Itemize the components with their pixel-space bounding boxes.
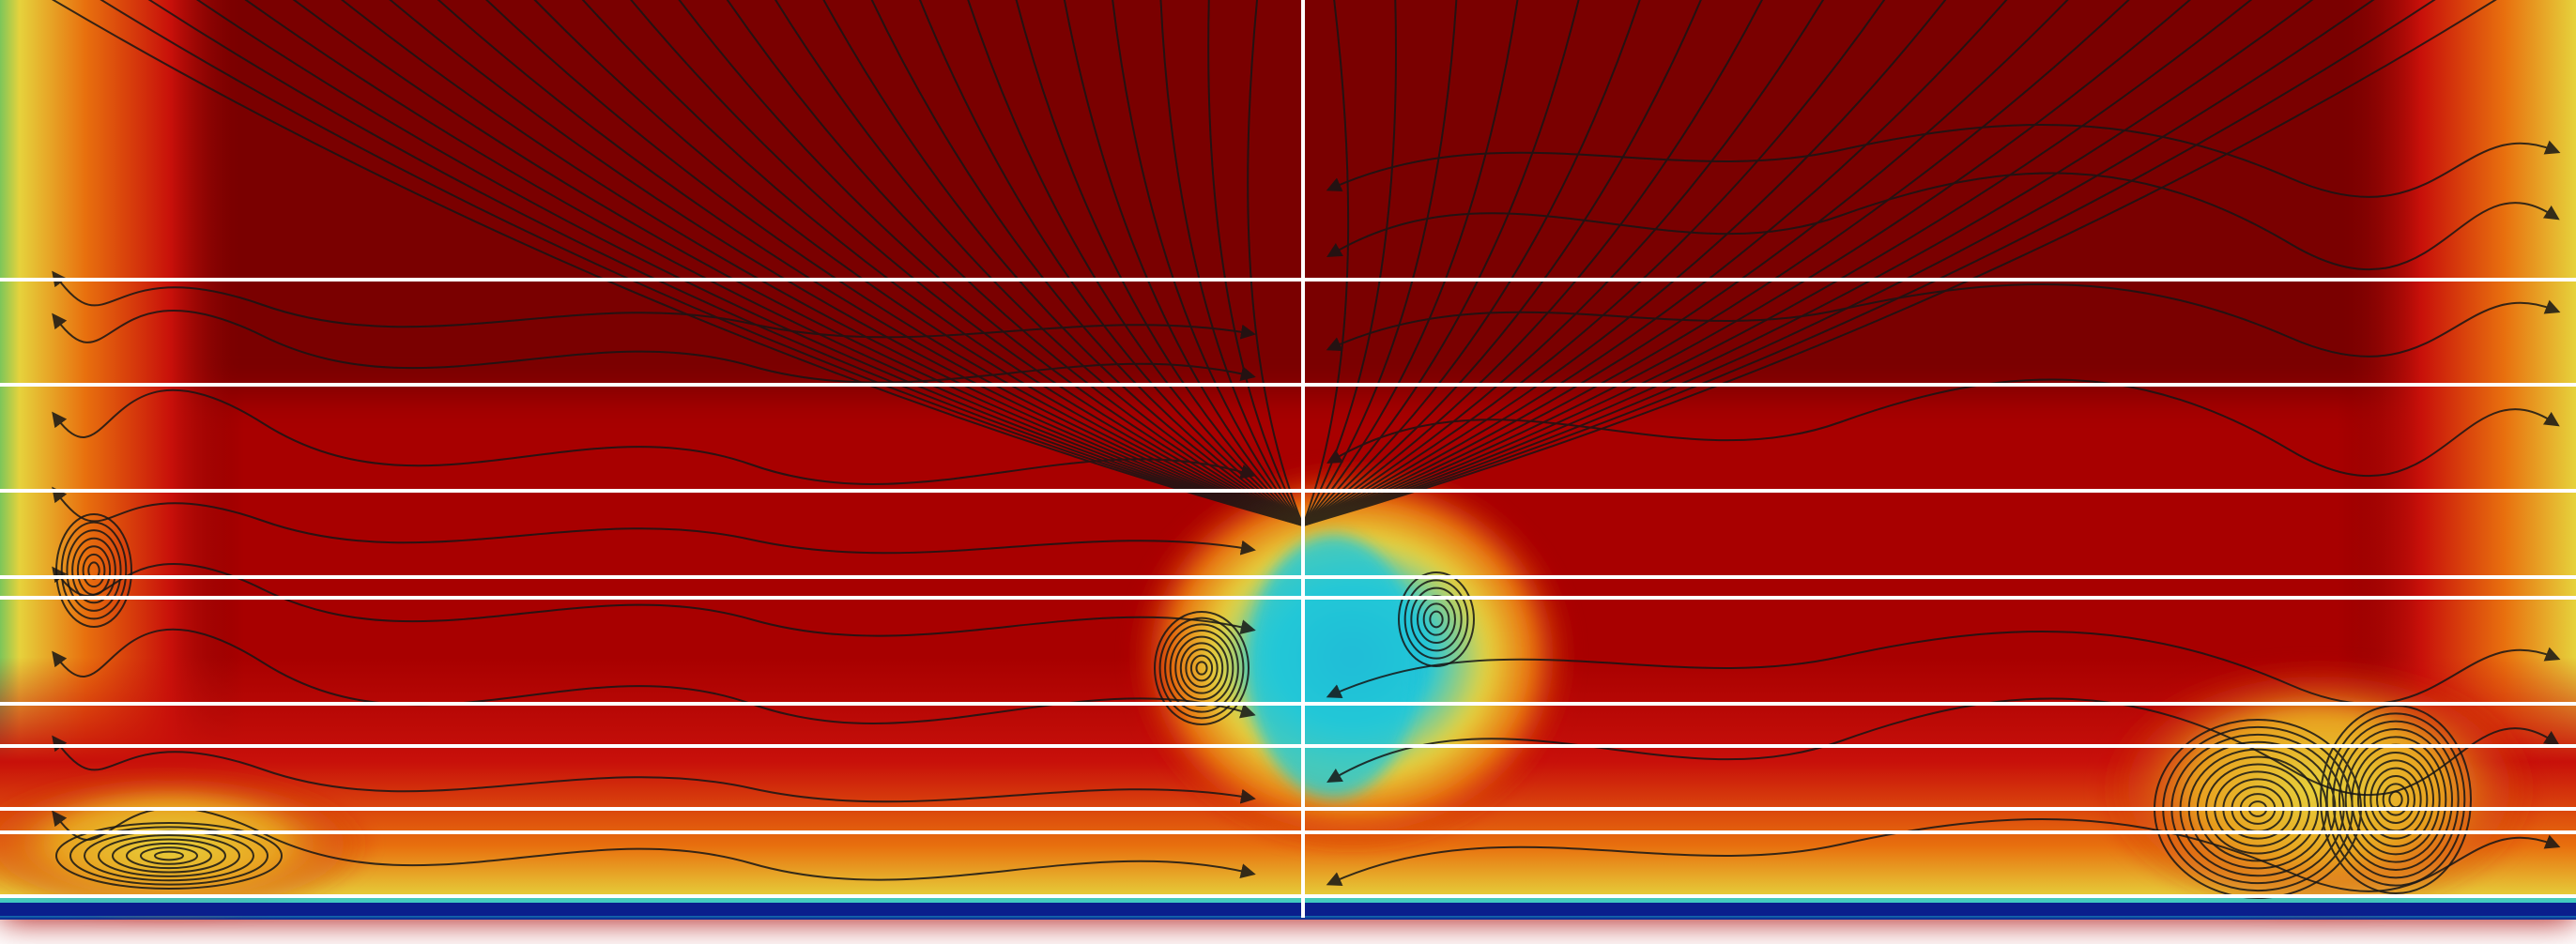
streamline: [1302, 0, 1763, 526]
left-wall-vortex-ring: [66, 529, 122, 612]
bottom-right-vortex-b-ring: [2376, 775, 2415, 824]
bottom-right-vortex-b-ring: [2382, 783, 2410, 816]
bottom-right-vortex-b-ring: [2357, 752, 2434, 847]
streamline: [1302, 0, 2008, 526]
bottom-right-vortex-b-ring: [2325, 712, 2466, 887]
streamline: [1326, 172, 2560, 271]
streamline: [1302, 0, 2314, 526]
left-wall-vortex-ring: [60, 521, 128, 620]
bottom-left-vortex-ring: [126, 842, 212, 870]
left-wall-vortex-ring: [71, 537, 116, 604]
streamline: [1302, 0, 1641, 526]
streamline: [1302, 0, 1458, 526]
streamline: [1302, 0, 1350, 526]
streamline: [52, 486, 1256, 556]
streamline: [1302, 0, 1519, 526]
streamline: [1302, 0, 2069, 526]
bottom-left-vortex-ring: [154, 850, 184, 861]
streamline: [52, 309, 1256, 384]
center-left-vortex-ring: [1154, 611, 1250, 725]
streamline: [1302, 0, 1947, 526]
center-right-vortex-ring: [1422, 602, 1450, 636]
streamline: [1326, 123, 2561, 198]
bottom-left-vortex-ring: [98, 834, 240, 877]
streamline: [52, 628, 1256, 724]
streamlines: [51, 0, 2561, 892]
streamline: [1302, 0, 2191, 526]
center-left-vortex-ring: [1164, 623, 1239, 713]
streamline: [52, 735, 1256, 804]
streamline: [1302, 0, 2375, 526]
bottom-right-vortex-b-ring: [2344, 736, 2447, 863]
bottom-right-vortex-b-ring: [2363, 759, 2429, 840]
streamline: [1302, 0, 2253, 526]
streamline: [1302, 0, 2130, 526]
center-right-vortex-ring: [1398, 571, 1475, 667]
left-wall-vortex-ring: [76, 545, 112, 596]
field-bottom-wall: [0, 903, 2576, 916]
streamline: [1302, 0, 2436, 526]
center-left-vortex-ring: [1174, 635, 1229, 701]
center-right-vortex-ring: [1403, 579, 1469, 660]
streamline: [1326, 378, 2560, 478]
center-left-vortex-ring: [1179, 642, 1224, 694]
bottom-right-vortex-b-ring: [2338, 728, 2453, 871]
streamline: [1302, 0, 1397, 526]
streamline: [52, 562, 1256, 637]
center-left-vortex-ring: [1158, 617, 1245, 720]
bottom-left-vortex-ring: [112, 838, 226, 874]
streamline: [1302, 0, 1886, 526]
left-wall-vortex-ring: [82, 553, 106, 588]
field-bottom-wall-highlight: [0, 895, 2576, 903]
streamline: [1326, 630, 2561, 705]
bottom-left-vortex-ring: [55, 822, 283, 890]
streamline: [52, 806, 1256, 881]
streamline: [1302, 0, 1580, 526]
left-wall-vortex-ring: [55, 513, 132, 628]
center-right-vortex-ring: [1410, 586, 1463, 652]
center-right-vortex-ring: [1429, 610, 1444, 629]
field-center-cold-core: [1249, 535, 1418, 798]
streamline: [52, 388, 1256, 485]
bottom-left-vortex-ring: [140, 846, 198, 865]
streamline: [1326, 282, 2561, 358]
streamline: [1302, 0, 2497, 526]
center-left-vortex-ring: [1189, 654, 1214, 682]
bottom-left-vortex-ring: [69, 826, 268, 886]
streamline: [1302, 0, 1825, 526]
center-left-vortex-ring: [1185, 648, 1219, 688]
grid-lines: [0, 0, 2576, 918]
center-left-vortex-ring: [1195, 661, 1208, 676]
bottom-right-vortex-b-ring: [2332, 720, 2460, 879]
streamline: [1326, 817, 2561, 892]
streamline: [1302, 0, 1702, 526]
